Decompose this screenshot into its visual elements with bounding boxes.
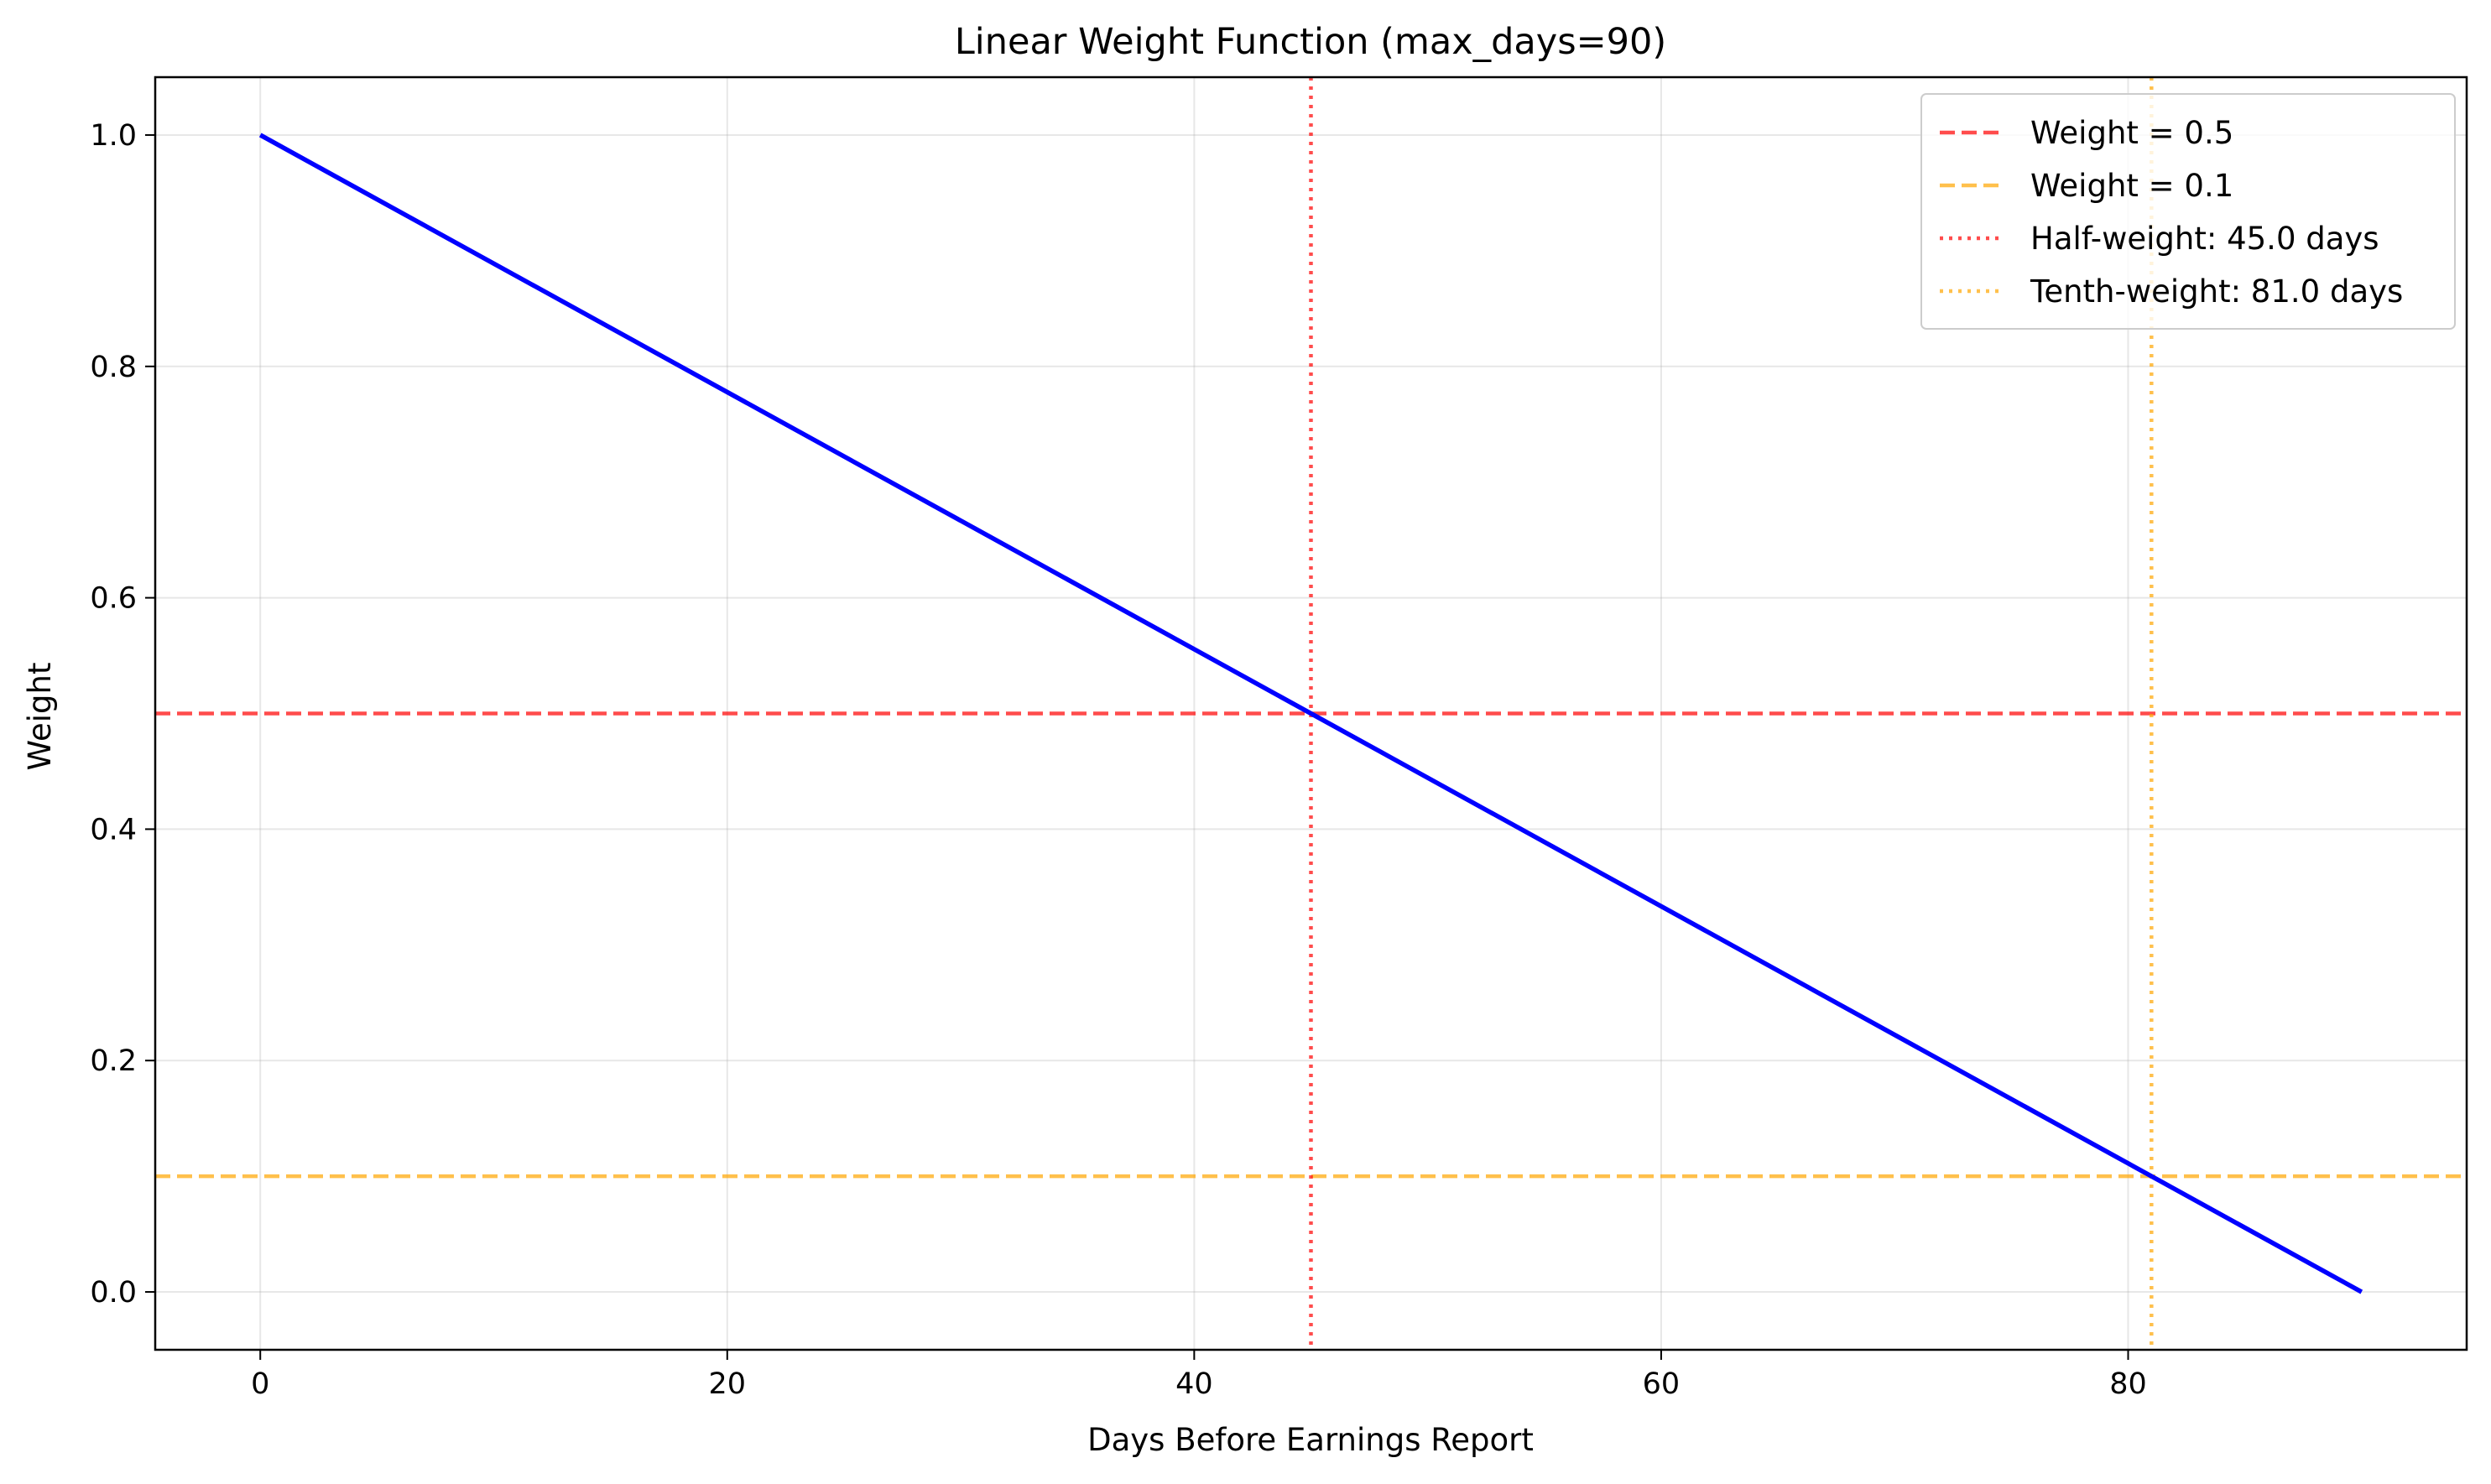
legend-label: Weight = 0.1 — [2030, 168, 2233, 204]
weight-line — [258, 133, 2363, 1294]
x-tick-label: 80 — [2109, 1367, 2147, 1401]
legend-label: Weight = 0.5 — [2030, 115, 2233, 151]
y-tick-label: 0.6 — [90, 582, 137, 616]
y-tick-label: 1.0 — [90, 119, 137, 153]
y-tick-label: 0.0 — [90, 1276, 137, 1310]
y-tick-label: 0.8 — [90, 351, 137, 384]
y-tick-label: 0.2 — [90, 1044, 137, 1078]
ticks: 0 20 40 60 80 0.0 0.2 0.4 0.6 0.8 1.0 — [90, 119, 2146, 1401]
x-tick-label: 40 — [1175, 1367, 1213, 1401]
x-axis-label: Days Before Earnings Report — [1087, 1422, 1534, 1458]
chart-title: Linear Weight Function (max_days=90) — [955, 21, 1666, 63]
reference-lines — [155, 77, 2467, 1350]
legend: Weight = 0.5 Weight = 0.1 Half-weight: 45.… — [1920, 93, 2456, 330]
x-tick-label: 20 — [709, 1367, 747, 1401]
legend-label: Tenth-weight: 81.0 days — [2030, 273, 2403, 310]
legend-label: Half-weight: 45.0 days — [2030, 221, 2379, 257]
x-tick-label: 0 — [251, 1367, 269, 1401]
y-axis-label: Weight — [22, 663, 58, 771]
x-tick-label: 60 — [1643, 1367, 1681, 1401]
legend-box — [1920, 93, 2456, 330]
y-tick-label: 0.4 — [90, 813, 137, 846]
plot-frame — [154, 76, 2468, 1351]
series-lines — [258, 133, 2363, 1294]
